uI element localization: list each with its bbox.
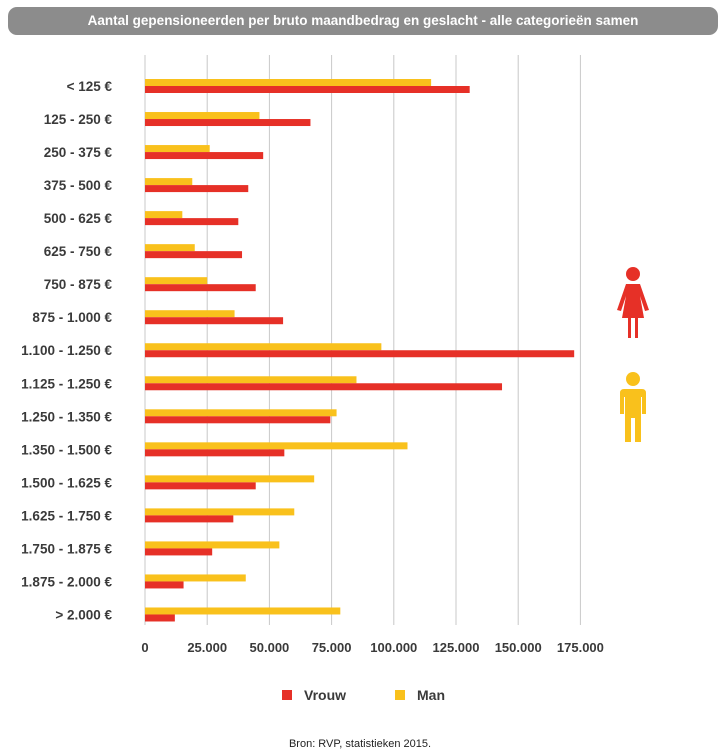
bar-man: [145, 145, 210, 153]
category-label: 750 - 875 €: [44, 277, 113, 292]
bar-vrouw: [145, 482, 256, 490]
category-label: 1.750 - 1.875 €: [21, 541, 112, 556]
category-label: 1.100 - 1.250 €: [21, 343, 112, 358]
bar-man: [145, 442, 408, 450]
bar-vrouw: [145, 383, 503, 391]
legend-swatch-vrouw: [282, 690, 292, 700]
bar-vrouw: [145, 218, 239, 226]
bar-vrouw: [145, 152, 264, 160]
bar-man: [145, 541, 280, 549]
source-note: Bron: RVP, statistieken 2015.: [288, 738, 432, 750]
category-label: 875 - 1.000 €: [32, 310, 112, 325]
bar-man: [145, 343, 382, 351]
bar-man: [145, 178, 193, 186]
legend-label-vrouw: Vrouw: [304, 687, 346, 703]
x-tick-label: 50.000: [250, 640, 290, 655]
bar-vrouw: [145, 548, 213, 556]
bar-vrouw: [145, 581, 184, 589]
category-label: 125 - 250 €: [44, 112, 113, 127]
female-figure-icon: [617, 267, 649, 338]
bar-man: [145, 79, 432, 86]
bar-man: [145, 508, 295, 516]
bar-man: [145, 574, 246, 582]
category-label: 1.250 - 1.350 €: [21, 409, 112, 424]
bar-vrouw: [145, 449, 285, 457]
legend-label-man: Man: [417, 687, 445, 703]
bar-man: [145, 277, 208, 285]
bar-vrouw: [145, 416, 331, 424]
bar-man: [145, 310, 235, 318]
x-tick-label: 100.000: [370, 640, 417, 655]
x-tick-label: 125.000: [433, 640, 480, 655]
category-label: 1.350 - 1.500 €: [21, 442, 112, 457]
category-label: 500 - 625 €: [44, 211, 113, 226]
x-tick-label: 75.000: [312, 640, 352, 655]
bar-vrouw: [145, 119, 311, 127]
category-label: 375 - 500 €: [44, 178, 113, 193]
bar-man: [145, 607, 341, 615]
x-tick-label: 25.000: [187, 640, 227, 655]
category-label: > 2.000 €: [55, 607, 112, 622]
bar-vrouw: [145, 251, 243, 259]
category-label: 1.625 - 1.750 €: [21, 508, 112, 523]
chart-title: Aantal gepensioneerden per bruto maandbe…: [8, 7, 718, 35]
bar-man: [145, 376, 357, 384]
legend-swatch-man: [395, 690, 405, 700]
bar-vrouw: [145, 86, 470, 93]
male-figure-icon: [620, 372, 646, 442]
x-tick-label: 175.000: [557, 640, 604, 655]
category-label: 1.500 - 1.625 €: [21, 475, 112, 490]
bar-vrouw: [145, 317, 284, 325]
bar-vrouw: [145, 350, 575, 358]
category-label: 1.875 - 2.000 €: [21, 574, 112, 589]
x-tick-label: 0: [141, 640, 148, 655]
legend: Vrouw Man: [282, 687, 445, 703]
category-label: < 125 €: [67, 79, 113, 94]
bar-vrouw: [145, 515, 234, 523]
category-label: 625 - 750 €: [44, 244, 113, 259]
bar-vrouw: [145, 185, 249, 193]
bar-man: [145, 475, 315, 483]
bar-man: [145, 112, 260, 120]
bar-man: [145, 211, 183, 219]
bar-man: [145, 409, 337, 417]
category-label: 1.125 - 1.250 €: [21, 376, 112, 391]
x-tick-label: 150.000: [495, 640, 542, 655]
category-label: 250 - 375 €: [44, 145, 113, 160]
bar-man: [145, 244, 195, 252]
bar-vrouw: [145, 614, 175, 622]
bar-vrouw: [145, 284, 256, 292]
